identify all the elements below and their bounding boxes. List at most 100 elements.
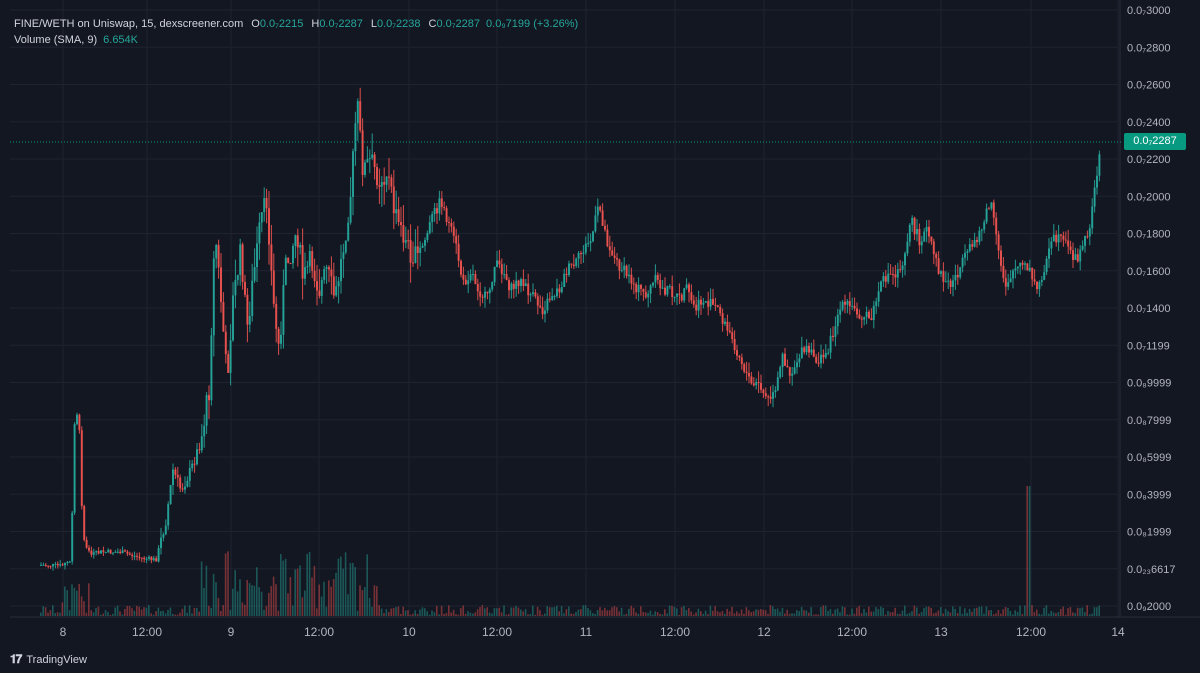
candle-body [332, 276, 335, 296]
volume-bar [239, 579, 241, 616]
volume-bar [872, 611, 875, 616]
volume-bar [565, 609, 568, 616]
volume-bar [649, 610, 652, 616]
volume-bar [709, 605, 712, 616]
candle-body [760, 382, 762, 390]
volume-bar [781, 607, 784, 616]
volume-bar [1021, 614, 1024, 616]
candle-body [366, 159, 369, 163]
volume-bar [988, 610, 990, 616]
volume-bar [628, 608, 630, 616]
volume-bar [443, 613, 445, 616]
candle-body [253, 267, 256, 281]
candle-body [913, 217, 916, 235]
volume-bar [884, 614, 887, 616]
candle-body [373, 154, 376, 168]
candle-body [947, 280, 950, 282]
volume-bar [584, 605, 587, 616]
volume-bar [301, 597, 304, 616]
volume-bar [287, 593, 289, 616]
candle-body [78, 414, 81, 431]
volume-bar [426, 611, 428, 616]
volume-bar [198, 611, 200, 616]
volume-bar [553, 607, 556, 616]
volume-bar [1052, 612, 1055, 616]
candle-body [683, 288, 686, 301]
volume-bar [1033, 612, 1036, 616]
ohlc-row: FINE/WETH on Uniswap, 15, dexscreener.co… [14, 16, 578, 32]
volume-bar [42, 606, 44, 616]
volume-bar [508, 613, 510, 616]
volume-bar [865, 612, 868, 616]
volume-bar [889, 612, 892, 616]
volume-bar [200, 561, 203, 616]
volume-bar [928, 606, 930, 616]
candle-body [412, 262, 414, 264]
candle-body [988, 208, 990, 210]
candle-body [992, 202, 995, 218]
tradingview-logo[interactable]: 𝟏𝟕 TradingView [10, 652, 87, 667]
volume-bar [539, 610, 541, 616]
candle-body [488, 289, 491, 294]
volume-bar [215, 582, 217, 616]
candle-body [364, 162, 366, 175]
volume-bar [1064, 614, 1067, 616]
volume-bar [102, 613, 104, 616]
candle-body [534, 292, 537, 297]
candle-body [289, 263, 292, 265]
candle-body [532, 292, 534, 295]
volume-bar [80, 596, 83, 616]
volume-bar [251, 585, 253, 616]
volume-bar [817, 614, 820, 616]
volume-bar [961, 613, 964, 616]
candle-body [260, 212, 263, 223]
candle-body [157, 548, 160, 562]
candle-body [798, 358, 801, 363]
volume-bar [133, 610, 136, 616]
candle-body [1004, 278, 1007, 287]
volume-bar [796, 610, 798, 616]
candle-body [44, 564, 47, 566]
volume-bar [464, 613, 467, 616]
candle-body [616, 257, 618, 260]
volume-bar [815, 614, 817, 616]
candle-body [520, 279, 522, 286]
candle-body [296, 235, 299, 248]
volume-bar [462, 605, 464, 616]
candle-body [1081, 245, 1084, 250]
candle-body [700, 299, 702, 305]
volume-bar [1076, 607, 1079, 616]
volume-bar [296, 568, 299, 616]
candle-body [671, 286, 674, 297]
candle-body [628, 274, 630, 277]
candle-body [390, 177, 393, 187]
volume-bar [352, 562, 354, 616]
x-tick-label: 9 [228, 625, 235, 639]
volume-bar [577, 609, 580, 616]
volume-bar [604, 607, 606, 616]
candle-body [942, 271, 945, 282]
candle-body [169, 485, 172, 505]
volume-bar [1072, 612, 1074, 616]
candle-body [49, 566, 52, 568]
volume-bar [685, 610, 688, 616]
candle-body [752, 383, 755, 386]
volume-bar [635, 612, 637, 616]
candle-body [212, 258, 215, 336]
candle-body [644, 291, 647, 298]
candle-body [304, 267, 306, 279]
volume-bar [932, 613, 935, 616]
volume-bar [181, 608, 184, 616]
volume-bar [724, 613, 726, 616]
volume-bar [184, 605, 186, 616]
volume-bar [827, 610, 829, 616]
y-tick-label: 0.0₈3999 [1127, 489, 1171, 501]
candle-body [308, 251, 311, 267]
candle-body [1031, 267, 1034, 280]
candle-body [371, 154, 374, 159]
volume-bar [944, 608, 947, 616]
volume-bar [524, 609, 527, 616]
candle-body [40, 564, 42, 566]
